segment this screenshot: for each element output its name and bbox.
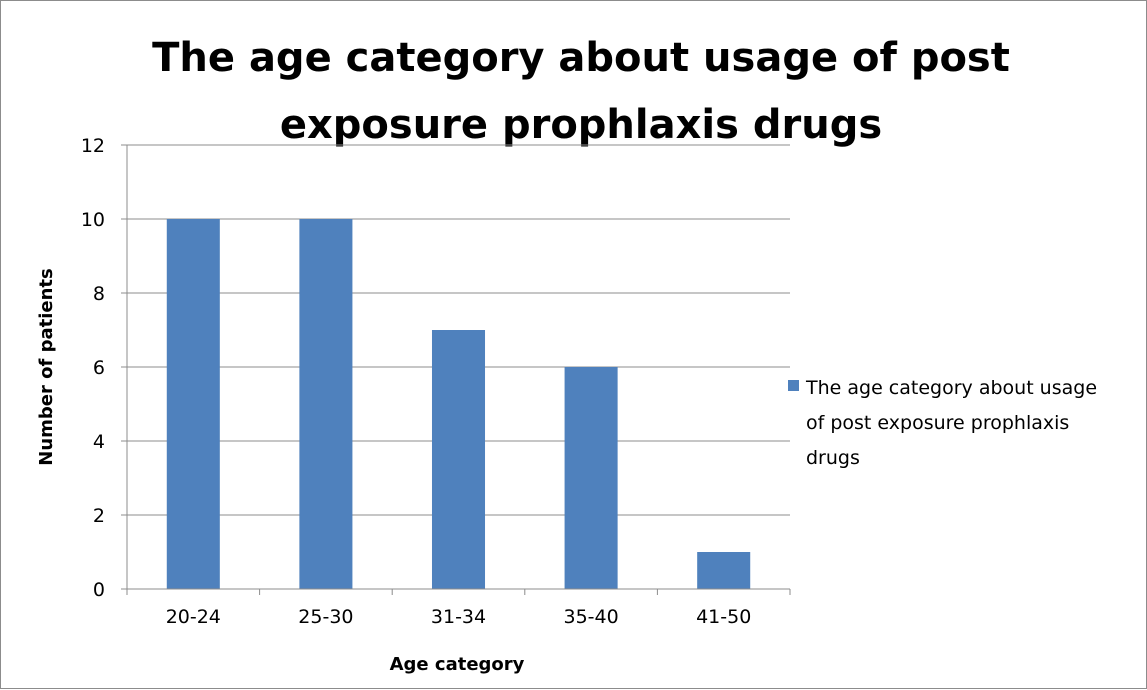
legend-label-line-3: drugs bbox=[806, 447, 860, 469]
bars bbox=[166, 219, 751, 589]
bar-31-34 bbox=[431, 330, 486, 589]
y-tick-label: 6 bbox=[93, 357, 105, 379]
bar-41-50 bbox=[697, 552, 751, 589]
x-tick-label: 31-34 bbox=[431, 606, 486, 628]
y-tick-label: 0 bbox=[93, 579, 105, 601]
y-tick-label: 10 bbox=[81, 209, 105, 231]
bar-35-40 bbox=[564, 367, 618, 589]
y-tick-labels: 0 2 4 6 8 10 12 bbox=[81, 135, 105, 601]
x-axis-title: Age category bbox=[390, 654, 525, 675]
y-tick-label: 12 bbox=[81, 135, 105, 157]
x-tick-labels: 20-24 25-30 31-34 35-40 41-50 bbox=[166, 606, 752, 628]
x-tick-label: 25-30 bbox=[298, 606, 353, 628]
legend-label-line-2: of post exposure prophlaxis bbox=[806, 412, 1069, 434]
legend: The age category about usage of post exp… bbox=[788, 377, 1097, 469]
legend-label-line-1: The age category about usage bbox=[805, 377, 1097, 399]
x-tick-label: 35-40 bbox=[563, 606, 618, 628]
y-tick-label: 2 bbox=[93, 505, 105, 527]
axes bbox=[121, 144, 791, 595]
y-tick-label: 8 bbox=[93, 283, 105, 305]
x-tick-label: 41-50 bbox=[696, 606, 751, 628]
chart-title-line-2: exposure prophlaxis drugs bbox=[280, 102, 882, 148]
x-tick-label: 20-24 bbox=[166, 606, 221, 628]
chart-title-line-1: The age category about usage of post bbox=[152, 35, 1010, 81]
bar-20-24 bbox=[166, 219, 220, 589]
chart-title: The age category about usage of post exp… bbox=[152, 35, 1010, 148]
legend-swatch bbox=[788, 380, 799, 391]
y-axis-title: Number of patients bbox=[36, 268, 57, 465]
bar-25-30 bbox=[299, 219, 353, 589]
y-tick-label: 4 bbox=[93, 431, 105, 453]
